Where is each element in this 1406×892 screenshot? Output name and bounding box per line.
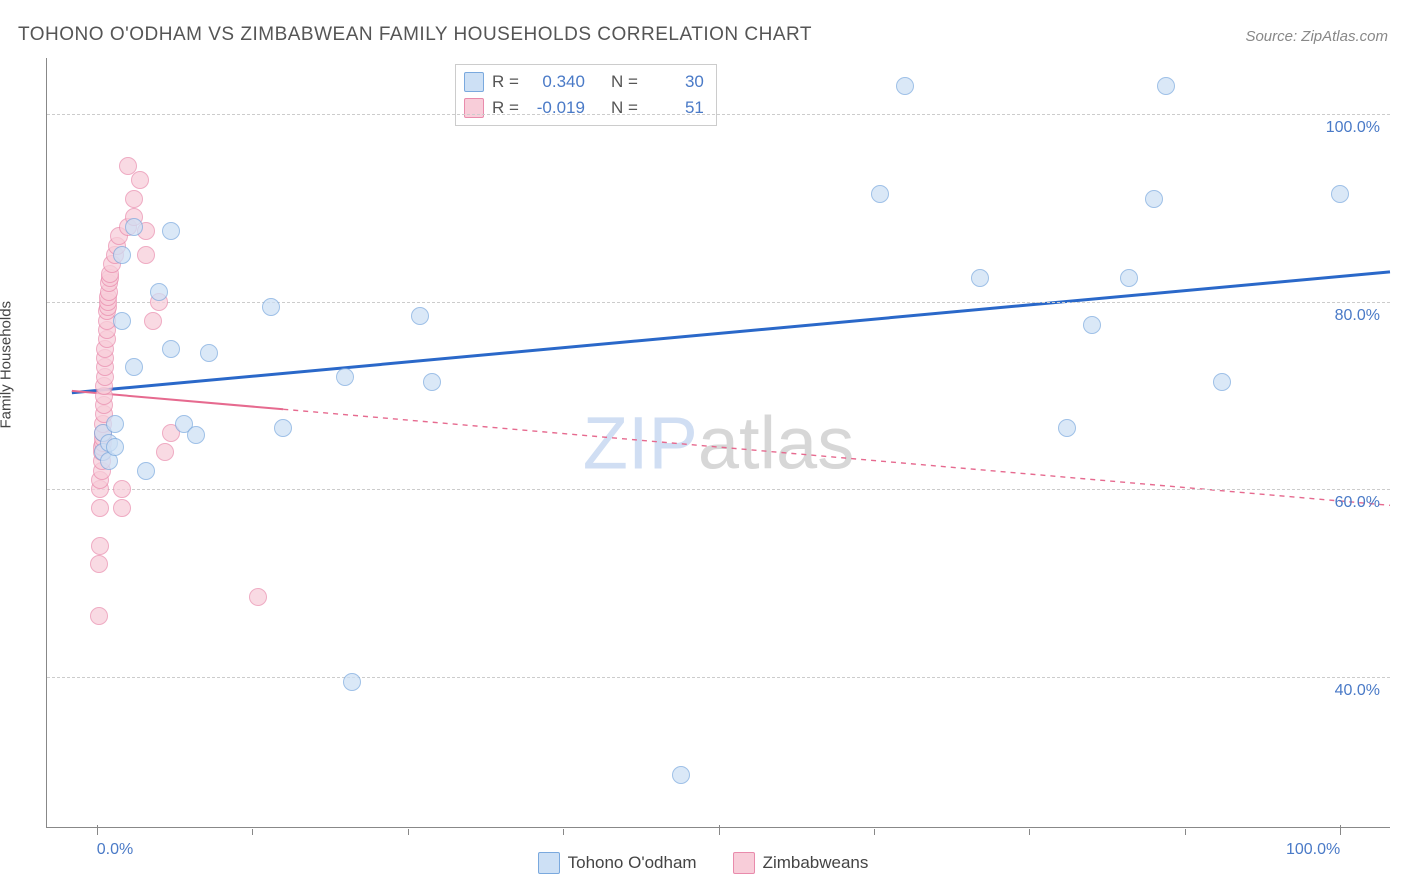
data-point — [162, 222, 180, 240]
legend-label-0: Tohono O'odham — [568, 853, 697, 873]
data-point — [162, 340, 180, 358]
x-major-tick — [97, 825, 98, 835]
data-point — [200, 344, 218, 362]
x-minor-tick — [563, 829, 564, 835]
stats-r-label: R = — [492, 69, 519, 95]
watermark: ZIPatlas — [583, 400, 854, 485]
data-point — [156, 443, 174, 461]
stats-swatch-series-0 — [464, 72, 484, 92]
legend-swatch-1 — [733, 852, 755, 874]
data-point — [144, 312, 162, 330]
stats-n-value-0: 30 — [648, 69, 704, 95]
chart-container: TOHONO O'ODHAM VS ZIMBABWEAN FAMILY HOUS… — [0, 0, 1406, 892]
data-point — [1058, 419, 1076, 437]
stats-n-label: N = — [611, 95, 638, 121]
data-point — [113, 499, 131, 517]
data-point — [971, 269, 989, 287]
data-point — [106, 438, 124, 456]
x-minor-tick — [1029, 829, 1030, 835]
x-minor-tick — [408, 829, 409, 835]
stats-row-series-0: R = 0.340 N = 30 — [464, 69, 704, 95]
legend-label-1: Zimbabweans — [763, 853, 869, 873]
trend-line-dashed — [283, 409, 1390, 505]
bottom-legend: Tohono O'odham Zimbabweans — [0, 852, 1406, 874]
x-minor-tick — [252, 829, 253, 835]
stats-r-label: R = — [492, 95, 519, 121]
data-point — [1120, 269, 1138, 287]
data-point — [423, 373, 441, 391]
gridline-h — [47, 677, 1390, 678]
x-minor-tick — [1185, 829, 1186, 835]
data-point — [90, 555, 108, 573]
data-point — [113, 246, 131, 264]
source-attribution: Source: ZipAtlas.com — [1245, 28, 1388, 45]
data-point — [336, 368, 354, 386]
data-point — [125, 358, 143, 376]
x-major-tick — [719, 825, 720, 835]
data-point — [91, 537, 109, 555]
plot-area: ZIPatlas R = 0.340 N = 30 R = -0.019 N =… — [46, 58, 1390, 828]
stats-box: R = 0.340 N = 30 R = -0.019 N = 51 — [455, 64, 717, 126]
data-point — [249, 588, 267, 606]
data-point — [871, 185, 889, 203]
data-point — [411, 307, 429, 325]
chart-title: TOHONO O'ODHAM VS ZIMBABWEAN FAMILY HOUS… — [18, 24, 812, 46]
stats-r-value-0: 0.340 — [529, 69, 585, 95]
trend-lines-layer — [47, 58, 1390, 827]
data-point — [90, 607, 108, 625]
data-point — [1083, 316, 1101, 334]
gridline-h — [47, 489, 1390, 490]
watermark-right: atlas — [698, 401, 854, 484]
stats-row-series-1: R = -0.019 N = 51 — [464, 95, 704, 121]
x-minor-tick — [874, 829, 875, 835]
data-point — [896, 77, 914, 95]
data-point — [1157, 77, 1175, 95]
legend-swatch-0 — [538, 852, 560, 874]
data-point — [125, 190, 143, 208]
data-point — [343, 673, 361, 691]
y-tick-label: 100.0% — [1326, 119, 1380, 137]
stats-r-value-1: -0.019 — [529, 95, 585, 121]
data-point — [274, 419, 292, 437]
data-point — [106, 415, 124, 433]
data-point — [150, 283, 168, 301]
y-tick-label: 60.0% — [1335, 494, 1380, 512]
y-axis-label: Family Households — [0, 301, 15, 429]
data-point — [672, 766, 690, 784]
legend-item-1: Zimbabweans — [733, 852, 869, 874]
watermark-left: ZIP — [583, 401, 698, 484]
gridline-h — [47, 114, 1390, 115]
data-point — [137, 246, 155, 264]
y-tick-label: 80.0% — [1335, 307, 1380, 325]
trend-line — [72, 272, 1390, 393]
y-tick-label: 40.0% — [1335, 682, 1380, 700]
x-major-tick — [1340, 825, 1341, 835]
data-point — [113, 312, 131, 330]
legend-item-0: Tohono O'odham — [538, 852, 697, 874]
data-point — [131, 171, 149, 189]
data-point — [113, 480, 131, 498]
data-point — [137, 462, 155, 480]
data-point — [91, 499, 109, 517]
data-point — [125, 218, 143, 236]
stats-n-value-1: 51 — [648, 95, 704, 121]
stats-n-label: N = — [611, 69, 638, 95]
data-point — [1213, 373, 1231, 391]
gridline-h — [47, 302, 1390, 303]
data-point — [262, 298, 280, 316]
data-point — [187, 426, 205, 444]
data-point — [1331, 185, 1349, 203]
data-point — [1145, 190, 1163, 208]
